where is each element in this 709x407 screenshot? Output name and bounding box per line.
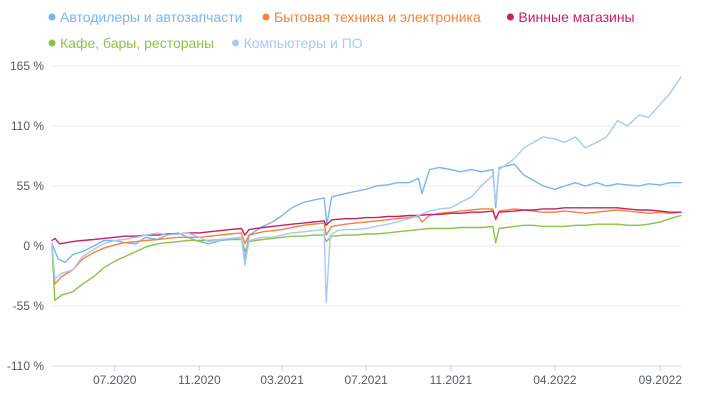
legend-marker-icon <box>506 13 514 21</box>
series-line <box>51 214 682 302</box>
legend-label: Автодилеры и автозапчасти <box>60 9 243 25</box>
x-tick-label: 11.2021 <box>430 373 473 387</box>
x-tick-label: 09.2022 <box>639 373 683 387</box>
y-tick-label: -110 % <box>7 359 44 373</box>
x-tick-label: 03.2021 <box>260 373 304 387</box>
y-tick-label: 165 % <box>10 59 44 73</box>
legend-label: Кафе, бары, рестораны <box>60 35 214 51</box>
legend-item: Винные магазины <box>506 9 635 25</box>
legend: Автодилеры и автозапчасти Бытовая техника… <box>48 9 635 51</box>
legend-label: Винные магазины <box>518 9 634 25</box>
legend-marker-icon <box>232 39 240 47</box>
legend-label: Бытовая техника и электроника <box>274 9 481 25</box>
x-tick-label: 04.2022 <box>533 373 577 387</box>
x-tick-label: 11.2020 <box>178 373 221 387</box>
y-tick-label: -55 % <box>13 299 45 313</box>
y-tick-label: 110 % <box>11 119 44 133</box>
legend-marker-icon <box>48 39 56 47</box>
series-line <box>51 76 682 304</box>
legend-item: Компьютеры и ПО <box>232 35 363 51</box>
legend-marker-icon <box>262 13 270 21</box>
y-tick-label: 0 % <box>23 239 44 253</box>
series-line <box>51 208 682 285</box>
series-line <box>51 207 682 245</box>
legend-item: Бытовая техника и электроника <box>262 9 481 25</box>
x-tick-label: 07.2021 <box>344 373 388 387</box>
legend-item: Автодилеры и автозапчасти <box>48 9 243 25</box>
x-tick-label: 07.2020 <box>93 373 137 387</box>
legend-item: Кафе, бары, рестораны <box>48 35 214 51</box>
grid: 165 % 110 % 55 % 0 % -55 % -110 % 07.2020 11.20… <box>7 59 682 387</box>
series-lines <box>51 76 682 304</box>
legend-marker-icon <box>48 13 56 21</box>
y-tick-label: 55 % <box>17 179 45 193</box>
legend-label: Компьютеры и ПО <box>244 35 363 51</box>
